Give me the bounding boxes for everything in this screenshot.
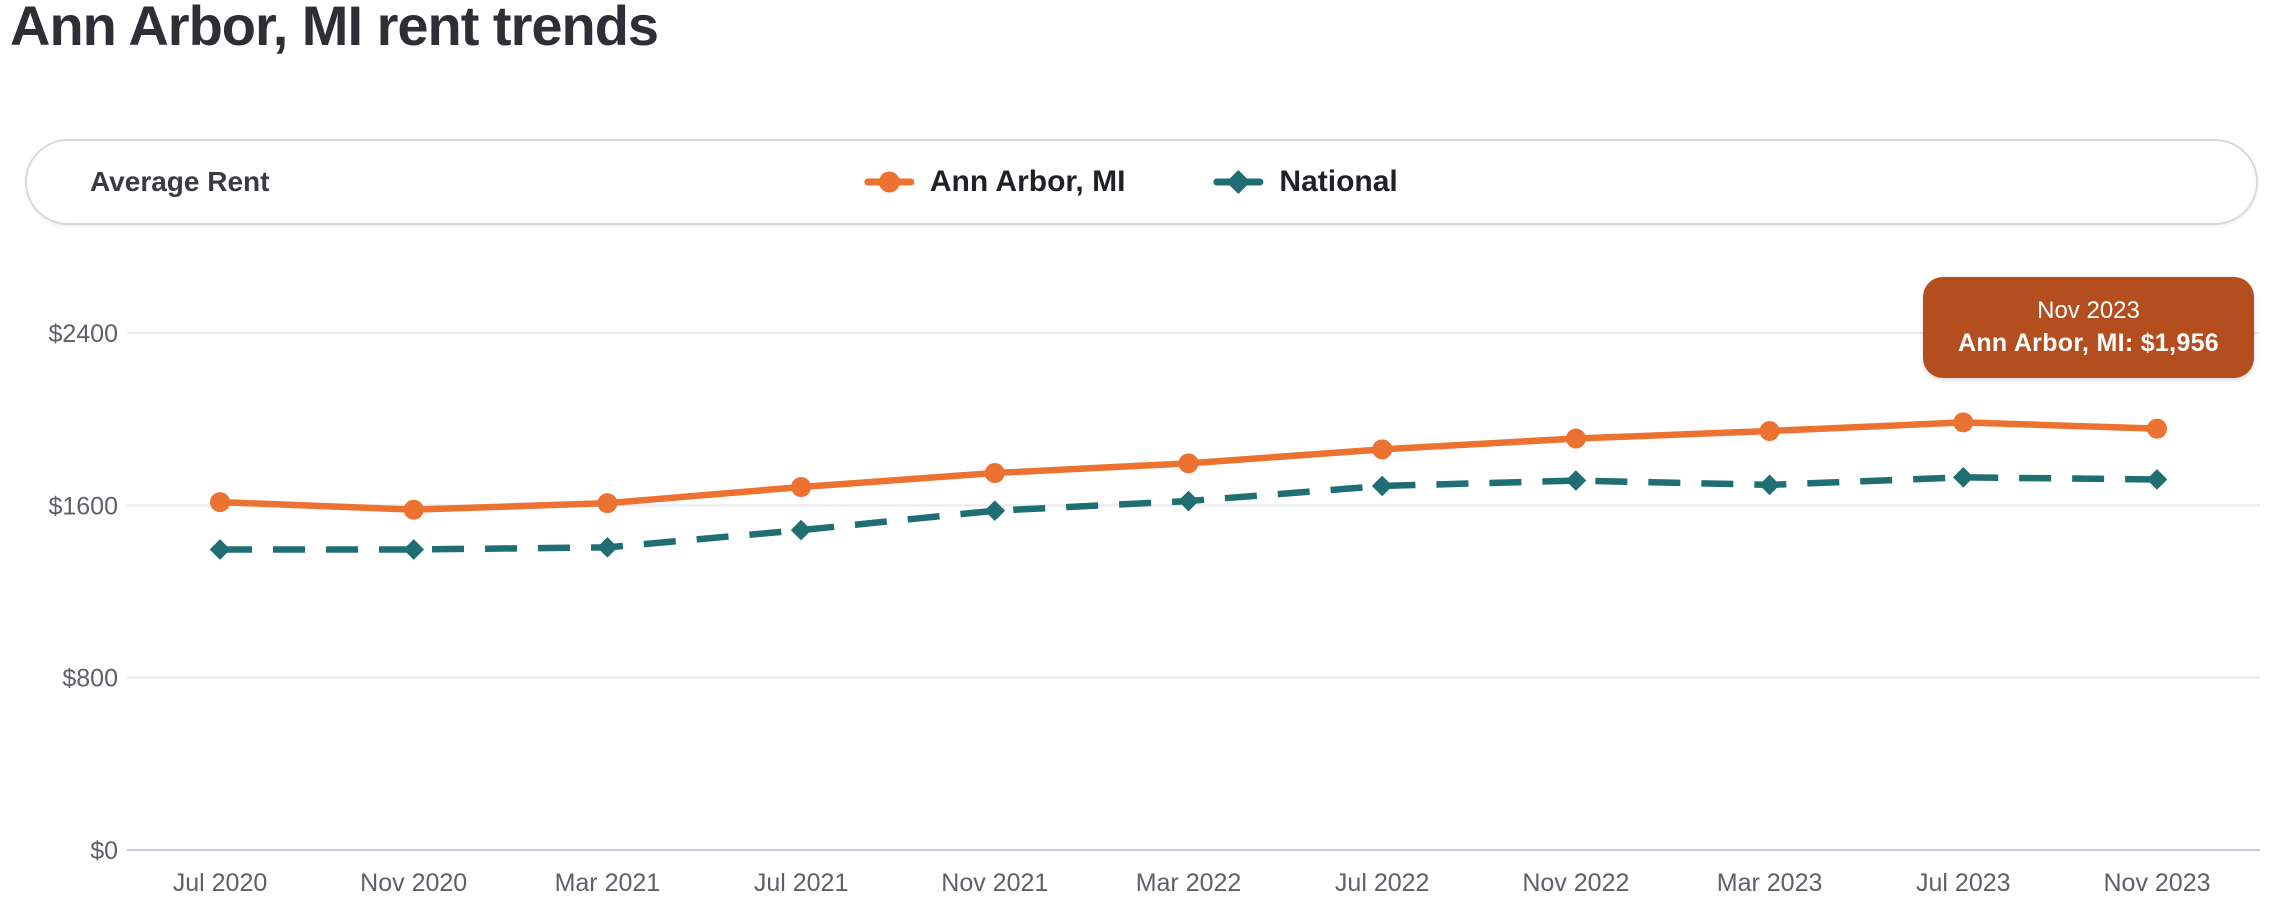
data-point-ann-arbor-mi[interactable] <box>1565 428 1586 449</box>
data-point-national[interactable] <box>1371 475 1393 497</box>
y-axis-tick-label: $800 <box>62 665 118 693</box>
data-point-national[interactable] <box>2146 469 2168 490</box>
data-point-ann-arbor-mi[interactable] <box>791 477 812 498</box>
x-axis-tick-label: Jul 2023 <box>1916 869 2011 897</box>
data-point-national[interactable] <box>984 500 1006 522</box>
data-point-ann-arbor-mi[interactable] <box>2147 418 2167 439</box>
data-point-ann-arbor-mi[interactable] <box>1372 439 1393 460</box>
data-point-ann-arbor-mi[interactable] <box>210 492 230 513</box>
legend-item-national[interactable]: National <box>1213 165 1398 199</box>
legend-item-ann-arbor[interactable]: Ann Arbor, MI <box>863 165 1126 199</box>
x-axis-tick-label: Jul 2021 <box>754 869 849 897</box>
page-title: Ann Arbor, MI rent trends <box>10 0 659 57</box>
data-point-tooltip: Nov 2023 Ann Arbor, MI: $1,956 <box>1923 277 2254 378</box>
x-axis-tick-label: Jul 2020 <box>173 869 268 897</box>
y-axis-tick-label: $0 <box>90 837 118 865</box>
series-line-national <box>220 474 2158 553</box>
data-point-ann-arbor-mi[interactable] <box>1178 453 1199 474</box>
y-axis-tick-label: $1600 <box>48 492 118 520</box>
x-axis-tick-label: Mar 2023 <box>1717 869 1823 897</box>
legend: Ann Arbor, MI National <box>863 165 1398 199</box>
ann-arbor-line-circle-icon <box>863 170 914 194</box>
data-point-ann-arbor-mi[interactable] <box>984 463 1005 484</box>
data-point-national[interactable] <box>403 539 425 560</box>
x-axis-tick-label: Nov 2023 <box>2103 869 2210 897</box>
data-point-national[interactable] <box>209 539 231 560</box>
data-point-national[interactable] <box>1759 474 1780 496</box>
data-point-national[interactable] <box>1565 470 1587 491</box>
x-axis-tick-label: Mar 2021 <box>555 869 661 897</box>
data-point-national[interactable] <box>790 519 812 541</box>
x-axis-tick-label: Nov 2022 <box>1522 869 1629 897</box>
legend-panel: Average Rent Ann Arbor, MI National <box>25 139 2258 225</box>
x-axis-tick-label: Jul 2022 <box>1335 869 1430 897</box>
data-point-national[interactable] <box>1952 467 1974 488</box>
x-axis-tick-label: Nov 2021 <box>941 869 1048 897</box>
legend-label-ann-arbor: Ann Arbor, MI <box>929 165 1126 198</box>
tooltip-value: Ann Arbor, MI: $1,956 <box>1958 329 2219 357</box>
data-point-ann-arbor-mi[interactable] <box>1759 421 1780 442</box>
national-line-diamond-icon <box>1213 169 1264 195</box>
panel-label: Average Rent <box>90 166 270 197</box>
data-point-national[interactable] <box>1178 490 1199 512</box>
y-axis-tick-label: $2400 <box>48 320 118 348</box>
data-point-ann-arbor-mi[interactable] <box>403 499 424 520</box>
data-point-ann-arbor-mi[interactable] <box>597 493 618 514</box>
x-axis-tick-label: Nov 2020 <box>360 869 467 897</box>
x-axis-tick-label: Mar 2022 <box>1136 869 1242 897</box>
data-point-ann-arbor-mi[interactable] <box>1953 412 1974 433</box>
data-point-national[interactable] <box>597 537 618 558</box>
legend-label-national: National <box>1279 165 1398 198</box>
tooltip-date: Nov 2023 <box>2037 297 2140 324</box>
